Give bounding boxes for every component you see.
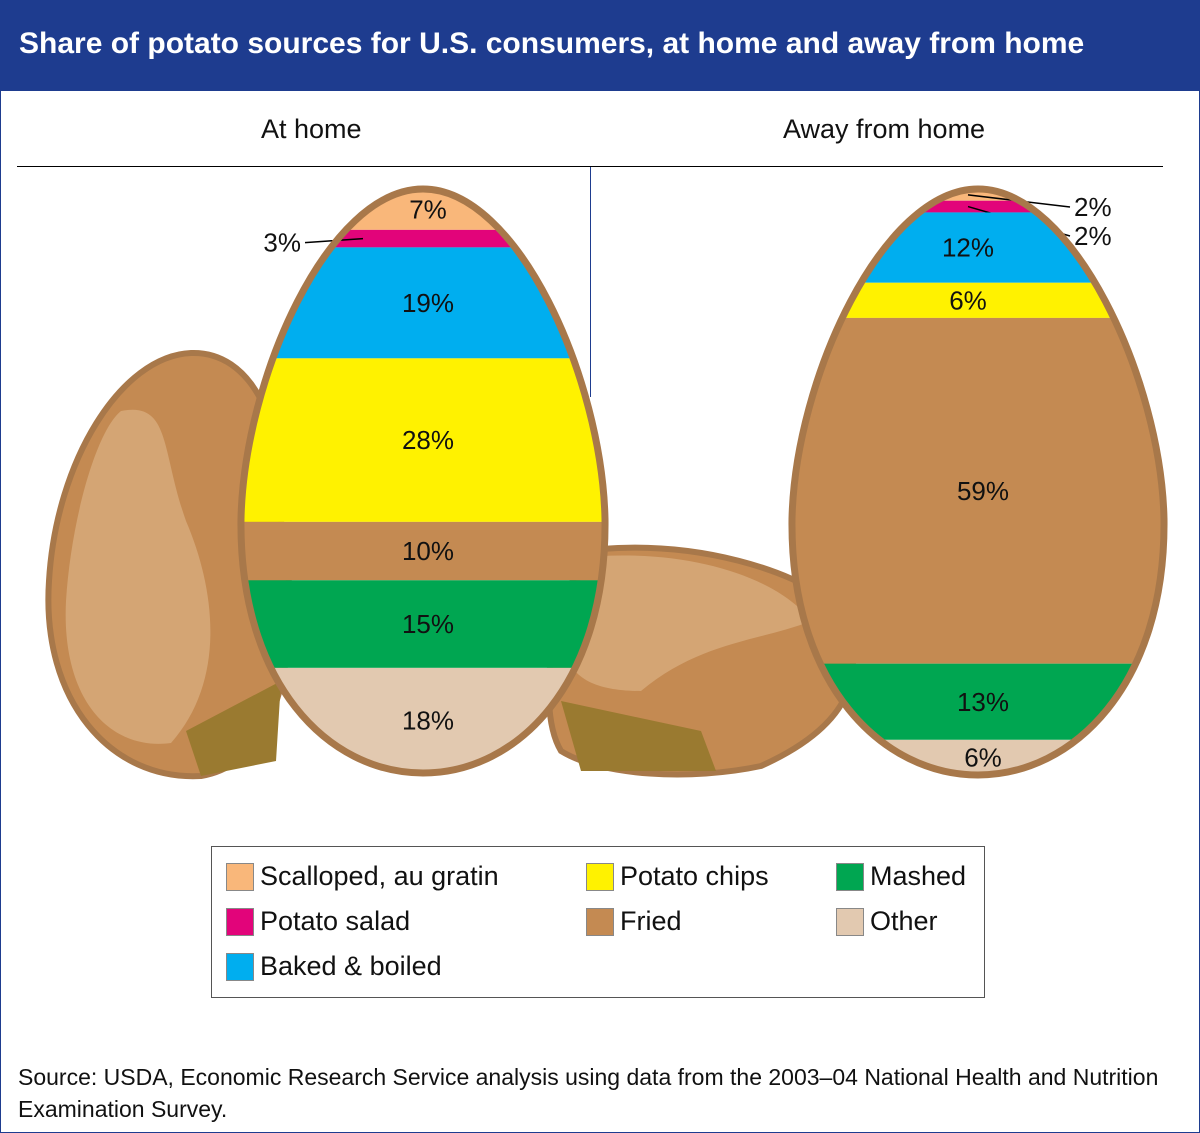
legend-item: Potato chips: [586, 861, 769, 892]
decorative-potato-left: [45, 349, 293, 780]
legend-label: Mashed: [870, 861, 967, 891]
band-potato-chips: [240, 358, 606, 522]
data-label: 10%: [402, 536, 454, 566]
legend-swatch: [226, 907, 254, 936]
data-label: 7%: [409, 194, 447, 224]
panel-divider: [590, 167, 591, 397]
legend-label: Other: [870, 906, 938, 936]
potato-outline: [237, 185, 609, 777]
legend-label: Scalloped, au gratin: [260, 861, 499, 891]
legend-swatch: [586, 862, 614, 891]
legend-label: Fried: [620, 906, 682, 936]
panel-title-at-home: At home: [261, 114, 362, 144]
legend-swatch: [836, 862, 864, 891]
legend: Scalloped, au gratin Potato salad Baked & …: [211, 846, 985, 998]
legend-label: Potato salad: [260, 906, 411, 936]
legend-label: Potato chips: [620, 861, 769, 891]
potato-home: 7% 3% 19% 28% 10% 15% 18%: [237, 185, 609, 777]
data-label: 6%: [949, 285, 987, 315]
legend-swatch: [226, 862, 254, 891]
band-fried: [240, 521, 606, 581]
divider: [17, 166, 1163, 167]
band-potato-salad: [791, 200, 1165, 213]
data-label: 59%: [957, 476, 1009, 506]
potato-chart: 7% 3% 19% 28% 10% 15% 18% 2%2% 12% 6% 59% 13% 6%: [45, 185, 1168, 780]
band-scalloped-au-gratin: [791, 189, 1165, 201]
legend-item: Other: [836, 906, 938, 937]
legend-item: Potato salad: [226, 906, 410, 937]
data-label: 2%: [1074, 192, 1112, 222]
data-label: 2%: [1074, 221, 1112, 251]
chart-title: Share of potato sources for U.S. consume…: [19, 27, 1085, 60]
data-label: 18%: [402, 705, 454, 735]
legend-item: Mashed: [836, 861, 966, 892]
decorative-potato-middle: [545, 544, 856, 778]
legend-swatch: [836, 907, 864, 936]
legend-item: Baked & boiled: [226, 951, 442, 982]
data-label: 15%: [402, 609, 454, 639]
data-label: 13%: [957, 687, 1009, 717]
band-fried: [791, 317, 1165, 664]
source-note: Source: USDA, Economic Research Service …: [18, 1064, 1159, 1122]
legend-item: Fried: [586, 906, 682, 937]
potato-away: 2%2% 12% 6% 59% 13% 6%: [788, 185, 1168, 779]
data-label: 6%: [964, 742, 1002, 772]
header-bar: Share of potato sources for U.S. consume…: [1, 1, 1199, 91]
legend-swatch: [586, 907, 614, 936]
legend-item: Scalloped, au gratin: [226, 861, 499, 892]
band-mashed: [240, 580, 606, 668]
legend-swatch: [226, 952, 254, 981]
data-label: 3%: [263, 228, 301, 258]
potato-outline: [788, 185, 1168, 779]
panel-title-away: Away from home: [783, 114, 986, 144]
data-label: 19%: [402, 288, 454, 318]
data-label: 28%: [402, 425, 454, 455]
legend-label: Baked & boiled: [260, 951, 442, 981]
data-label: 12%: [942, 233, 994, 263]
